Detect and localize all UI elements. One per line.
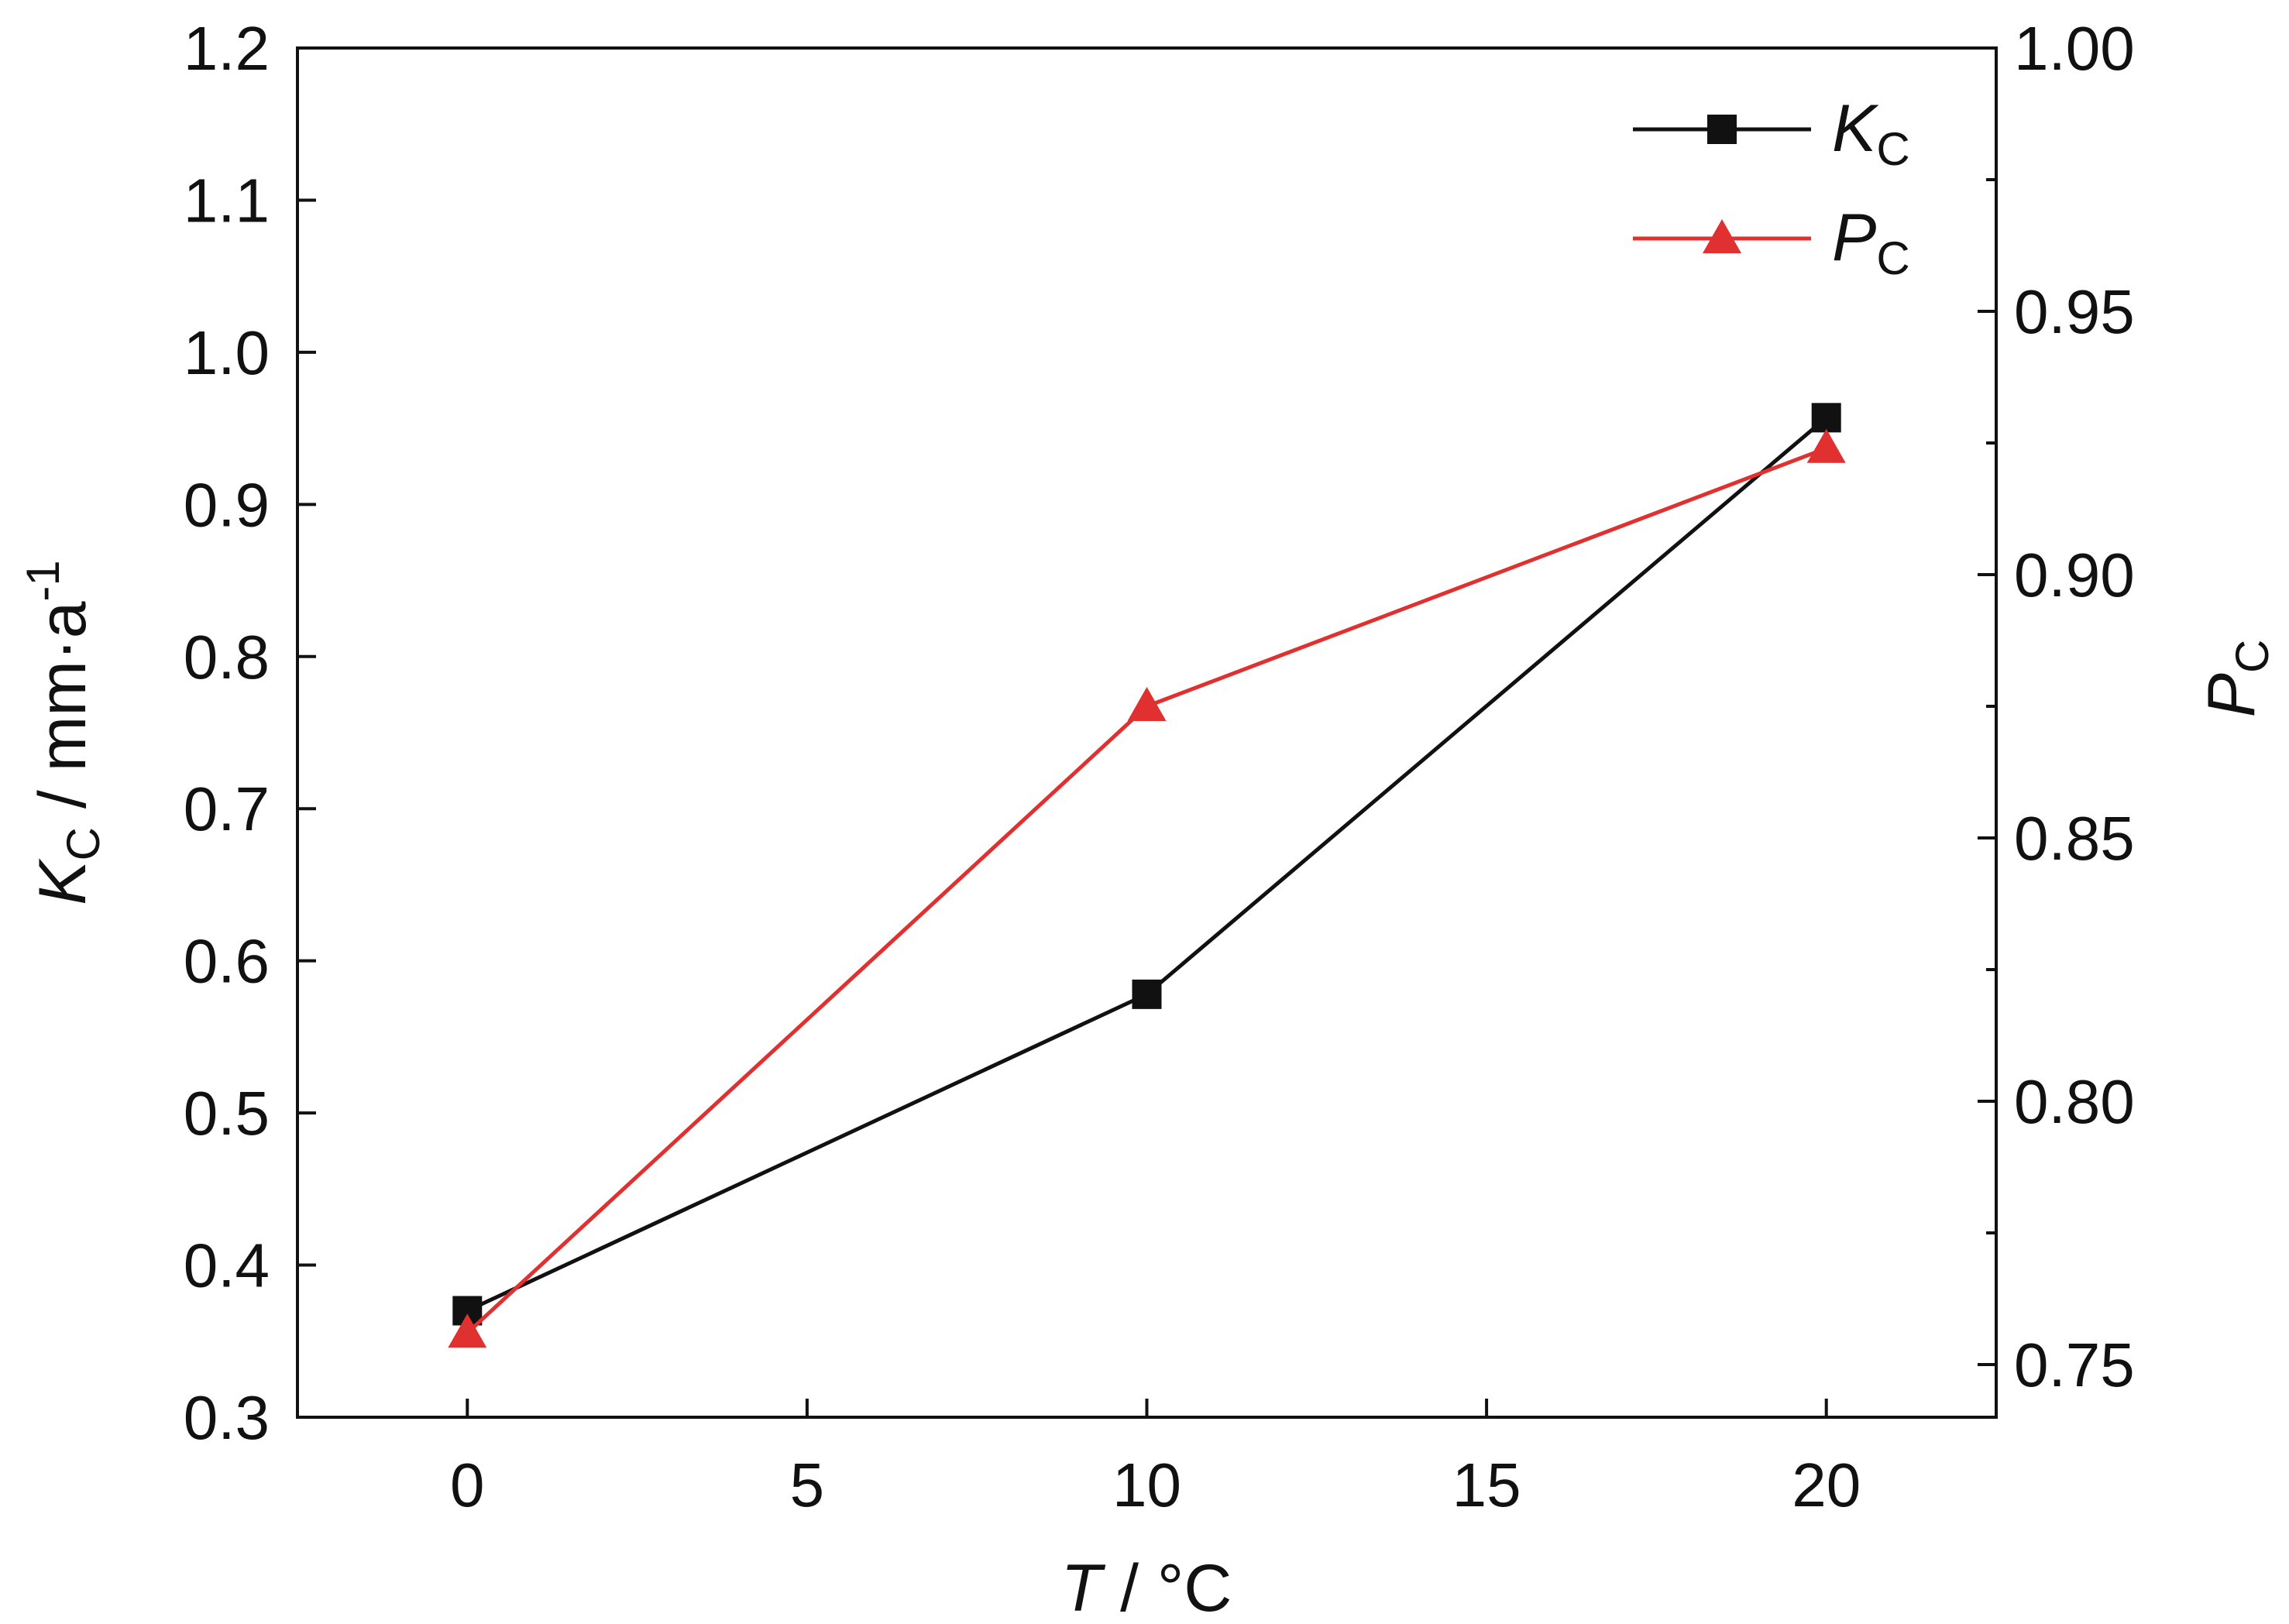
left-y-axis-ticks: 0.3 0.4 0.5 0.6 0.7 0.8 0.9 1.0 1.1 1.2 <box>184 14 316 1452</box>
left-y-tick-label: 1.0 <box>184 318 270 387</box>
left-y-tick-label: 0.4 <box>184 1231 270 1300</box>
right-y-axis-label: PC <box>2194 640 2278 718</box>
series-0-line <box>466 416 1828 1313</box>
right-y-axis-label-subscript: C <box>2226 640 2278 673</box>
left-y-tick-label: 0.5 <box>184 1079 270 1148</box>
legend-kc-label: KC <box>1832 91 1910 175</box>
left-y-axis-label-subscript: C <box>57 827 109 860</box>
series-1-point <box>1127 687 1167 721</box>
x-axis-ticks: 0 5 10 15 20 <box>450 1399 1861 1519</box>
left-y-tick-label: 0.7 <box>184 774 270 843</box>
right-y-axis-label-variable: P <box>2194 673 2269 717</box>
legend-pc-label: PC <box>1832 201 1910 284</box>
left-y-tick-label: 1.2 <box>184 14 270 83</box>
left-y-tick-label: 0.3 <box>184 1383 270 1452</box>
x-axis-label: T / °C <box>1061 1551 1232 1624</box>
right-y-tick-label: 0.95 <box>2014 277 2135 346</box>
x-tick-label: 5 <box>790 1451 825 1519</box>
legend-pc-marker <box>1703 219 1741 253</box>
left-y-axis-label-unit: / mm·a <box>26 601 100 827</box>
legend-kc-variable: K <box>1832 91 1879 166</box>
left-y-tick-label: 0.6 <box>184 927 270 996</box>
x-tick-label: 0 <box>450 1451 485 1519</box>
series-1-line <box>466 446 1827 1335</box>
plot-frame <box>296 46 1998 1419</box>
left-y-axis-label: KC / mm·a-1 <box>17 560 109 905</box>
legend-pc-subscript: C <box>1876 232 1909 284</box>
right-y-tick-label: 0.90 <box>2014 541 2135 609</box>
series-0-point <box>1811 403 1841 433</box>
x-tick-label: 20 <box>1792 1451 1861 1519</box>
series-0-point <box>1132 979 1162 1009</box>
legend-kc-subscript: C <box>1876 123 1909 175</box>
left-y-tick-label: 1.1 <box>184 166 270 235</box>
right-y-tick-label: 0.85 <box>2014 804 2135 873</box>
legend-kc-marker <box>1707 115 1737 144</box>
right-y-tick-label: 0.80 <box>2014 1067 2135 1136</box>
left-y-axis-label-variable: K <box>26 858 100 905</box>
left-y-axis-label-superscript: -1 <box>17 560 69 601</box>
series-1-point <box>448 1313 487 1348</box>
left-y-tick-label: 0.8 <box>184 623 270 692</box>
left-y-tick-label: 0.9 <box>184 470 270 539</box>
right-y-axis-ticks: 0.75 0.80 0.85 0.90 0.95 1.00 <box>1978 14 2135 1399</box>
series-layer <box>448 403 1846 1348</box>
legend-pc-variable: P <box>1832 201 1876 275</box>
x-axis-label-variable: T <box>1061 1551 1106 1624</box>
right-y-tick-label: 0.75 <box>2014 1330 2135 1399</box>
legend-item-kc: KC <box>1633 91 1910 175</box>
series-1-point <box>1806 428 1846 463</box>
right-y-tick-label: 1.00 <box>2014 14 2135 83</box>
legend: KC PC <box>1633 91 1910 284</box>
legend-item-pc: PC <box>1633 201 1910 284</box>
x-tick-label: 15 <box>1452 1451 1521 1519</box>
x-tick-label: 10 <box>1112 1451 1181 1519</box>
x-axis-label-unit: / °C <box>1102 1551 1232 1624</box>
